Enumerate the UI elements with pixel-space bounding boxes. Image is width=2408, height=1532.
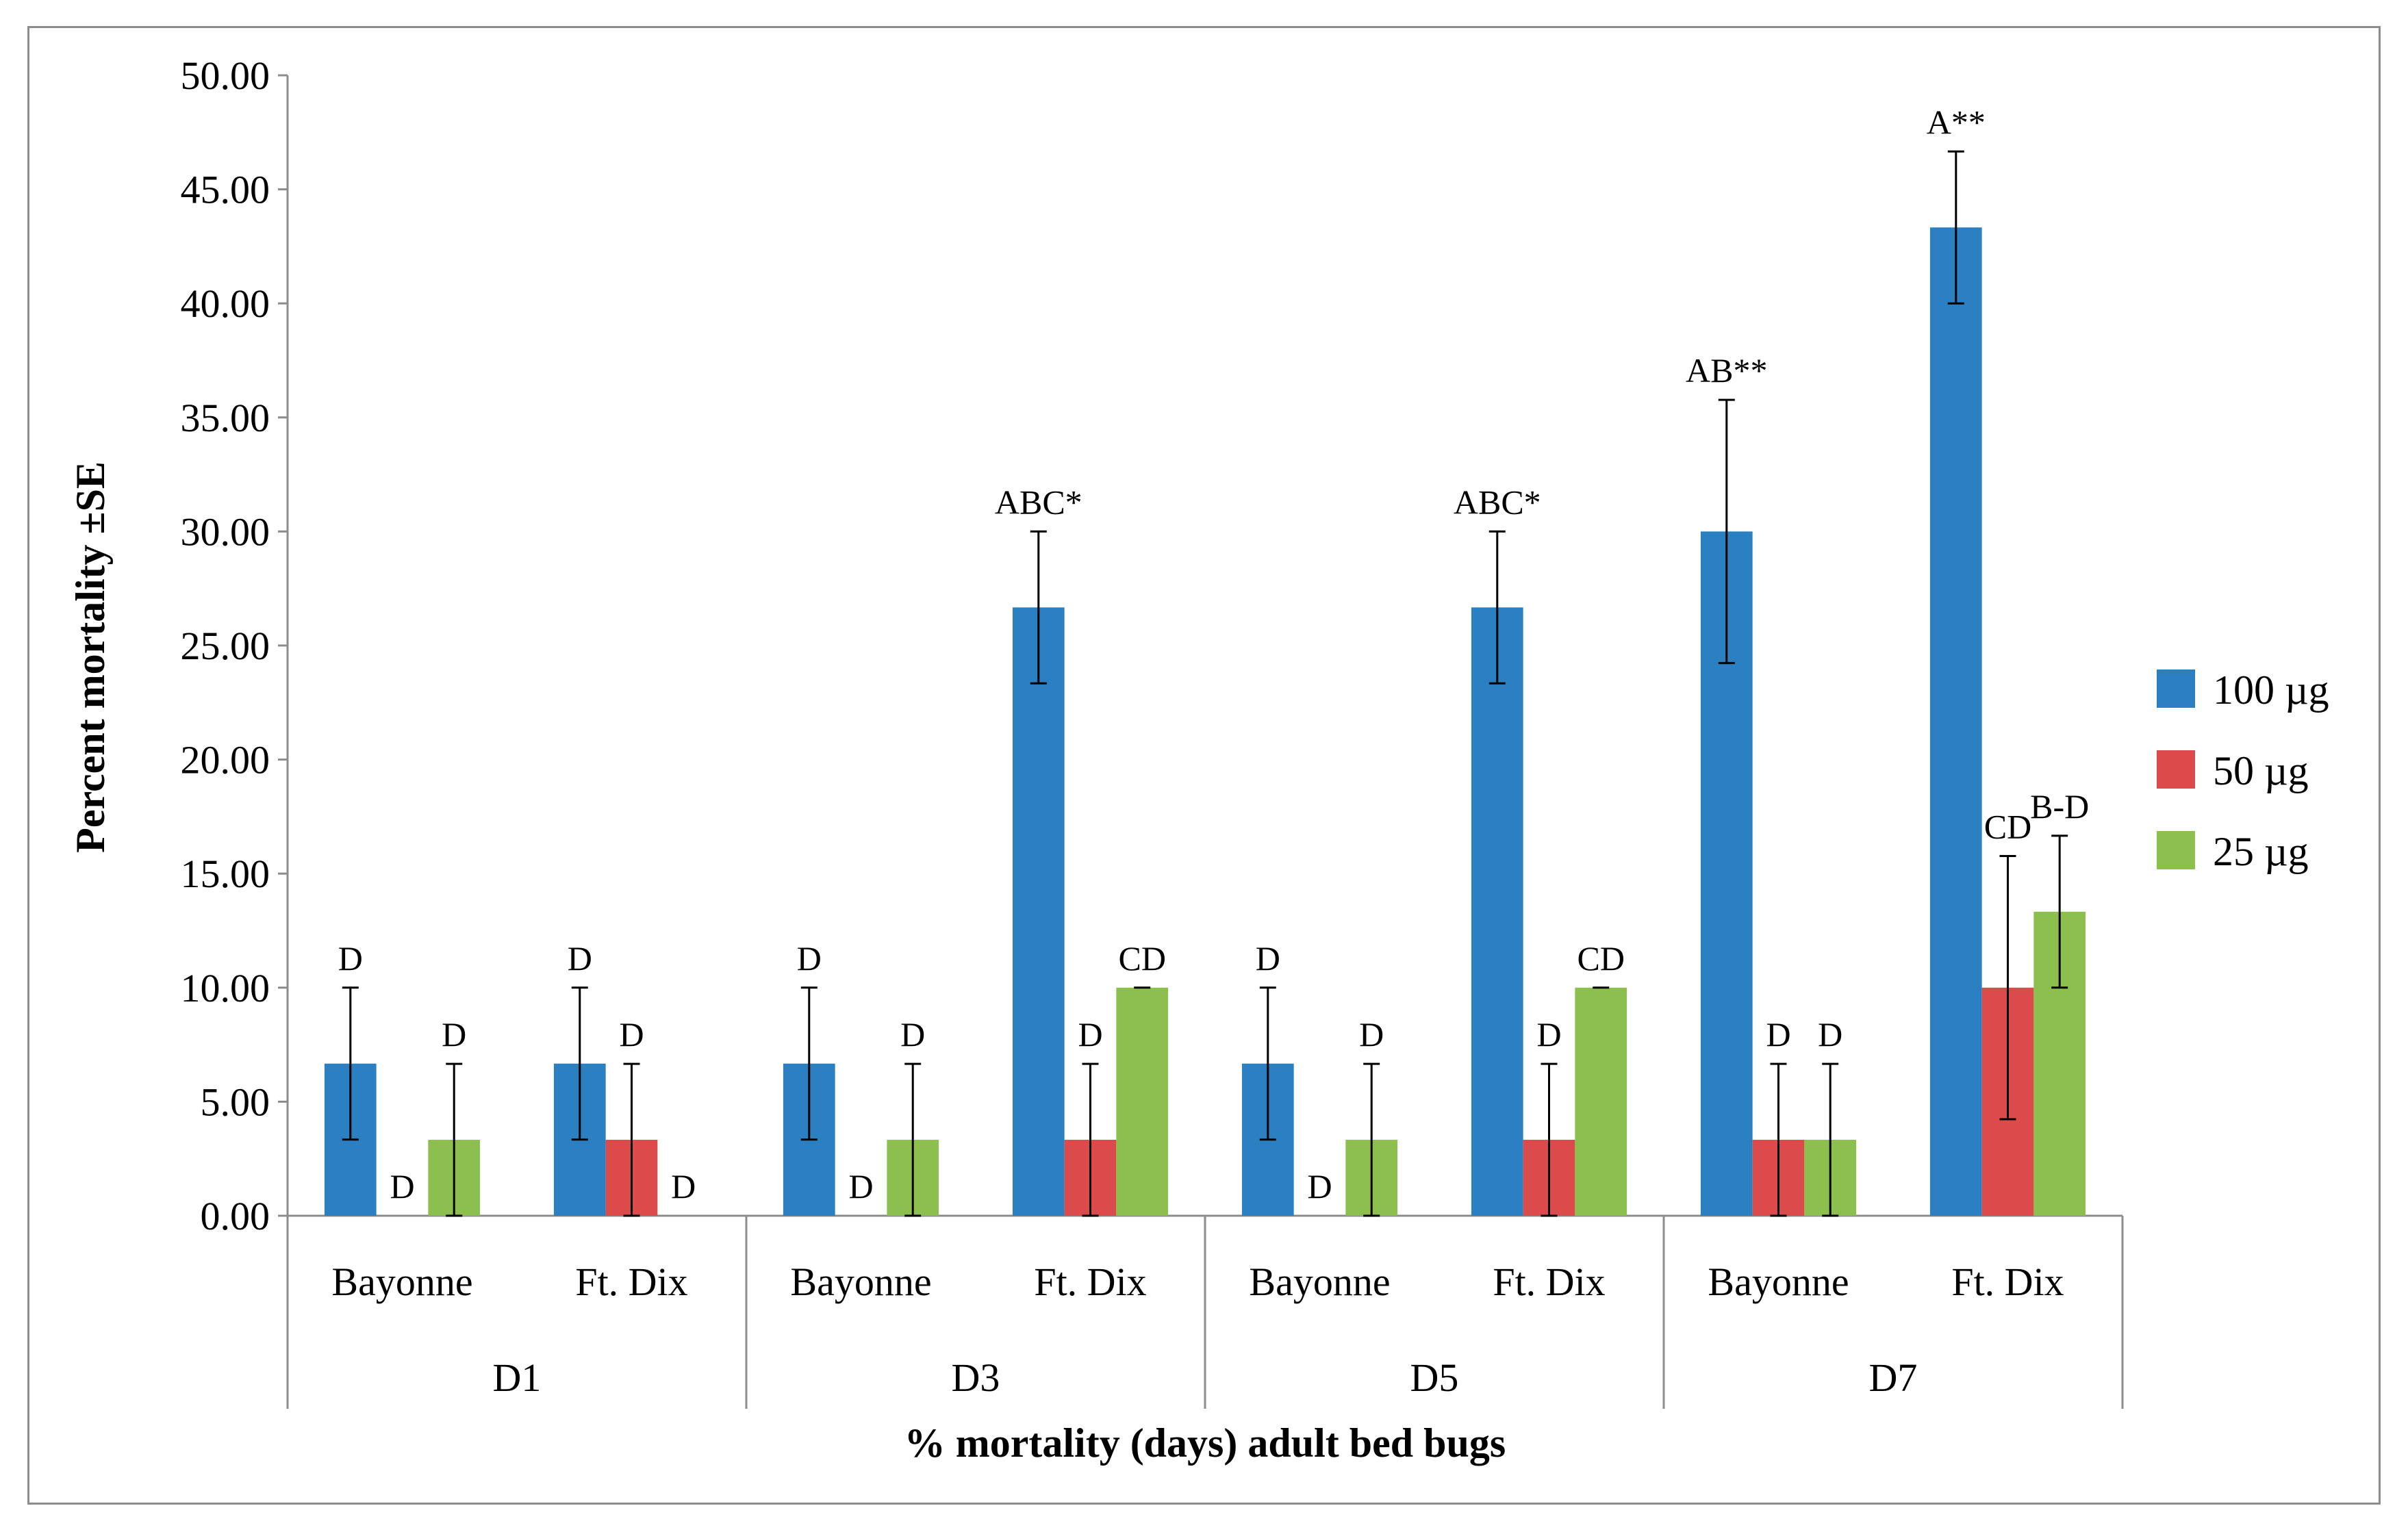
bar (1471, 607, 1523, 1216)
significance-label: D (671, 1167, 696, 1205)
significance-label: CD (1984, 808, 2031, 846)
bar (1012, 607, 1065, 1216)
significance-label: ABC* (1454, 483, 1541, 521)
y-axis-title: Percent mortality ±SE (68, 461, 113, 853)
group-label: D3 (952, 1355, 1000, 1400)
legend: 100 µg 50 µg 25 µg (2157, 667, 2329, 874)
bars (324, 227, 2086, 1216)
significance-label: AB** (1686, 351, 1767, 390)
significance-label: D (1818, 1015, 1842, 1054)
legend-swatch (2157, 831, 2195, 869)
significance-label: D (1766, 1015, 1790, 1054)
group-label: D5 (1410, 1355, 1459, 1400)
significance-label: D (338, 939, 363, 978)
legend-swatch (2157, 669, 2195, 708)
category-label: Ft. Dix (1034, 1260, 1146, 1304)
y-axis: 0.00 5.00 10.00 15.00 20.00 25.00 30.00 35.00 40… (181, 53, 289, 1238)
bar (1575, 987, 1627, 1216)
group-label: D7 (1869, 1355, 1918, 1400)
y-tick-label: 50.00 (181, 53, 270, 98)
y-tick-label: 5.00 (201, 1080, 270, 1124)
significance-label: ABC* (995, 483, 1082, 521)
significance-label: D (619, 1015, 644, 1054)
y-tick-label: 20.00 (181, 738, 270, 782)
legend-label: 25 µg (2213, 829, 2309, 874)
legend-swatch (2157, 750, 2195, 789)
legend-label: 50 µg (2213, 748, 2309, 793)
significance-label: D (900, 1015, 925, 1054)
y-tick-label: 15.00 (181, 852, 270, 896)
y-tick-label: 30.00 (181, 509, 270, 554)
significance-label: D (442, 1015, 466, 1054)
y-tick-label: 0.00 (201, 1194, 270, 1238)
y-tick-label: 10.00 (181, 966, 270, 1010)
bar (1929, 227, 1982, 1216)
category-label: Bayonne (1249, 1260, 1390, 1304)
x-axis: Bayonne Ft. Dix Bayonne Ft. Dix Bayonne Ft. D… (286, 1214, 2124, 1409)
significance-label: D (797, 939, 822, 978)
significance-label: D (1307, 1167, 1332, 1205)
x-axis-title: % mortality (days) adult bed bugs (904, 1420, 1506, 1466)
legend-label: 100 µg (2213, 667, 2329, 713)
y-tick-label: 25.00 (181, 624, 270, 668)
error-bars (342, 150, 2068, 1217)
category-label: Bayonne (790, 1260, 931, 1304)
category-label: Ft. Dix (1951, 1260, 2064, 1304)
significance-label: B-D (2030, 787, 2089, 826)
significance-label: D (568, 939, 592, 978)
significance-label: D (1359, 1015, 1384, 1054)
y-tick-label: 35.00 (181, 396, 270, 440)
significance-label: D (390, 1167, 414, 1205)
y-tick-label: 40.00 (181, 281, 270, 326)
category-label: Bayonne (1708, 1260, 1849, 1304)
significance-label: CD (1118, 939, 1165, 978)
category-label: Ft. Dix (1493, 1260, 1605, 1304)
group-label: D1 (493, 1355, 542, 1400)
category-label: Ft. Dix (575, 1260, 687, 1304)
significance-label: D (1078, 1015, 1102, 1054)
significance-label: CD (1577, 939, 1624, 978)
bar (1116, 987, 1169, 1216)
significance-label: A** (1927, 103, 1986, 141)
category-label: Bayonne (331, 1260, 472, 1304)
significance-label: D (1536, 1015, 1561, 1054)
significance-label: D (1256, 939, 1280, 978)
significance-label: D (848, 1167, 873, 1205)
y-tick-label: 45.00 (181, 168, 270, 212)
